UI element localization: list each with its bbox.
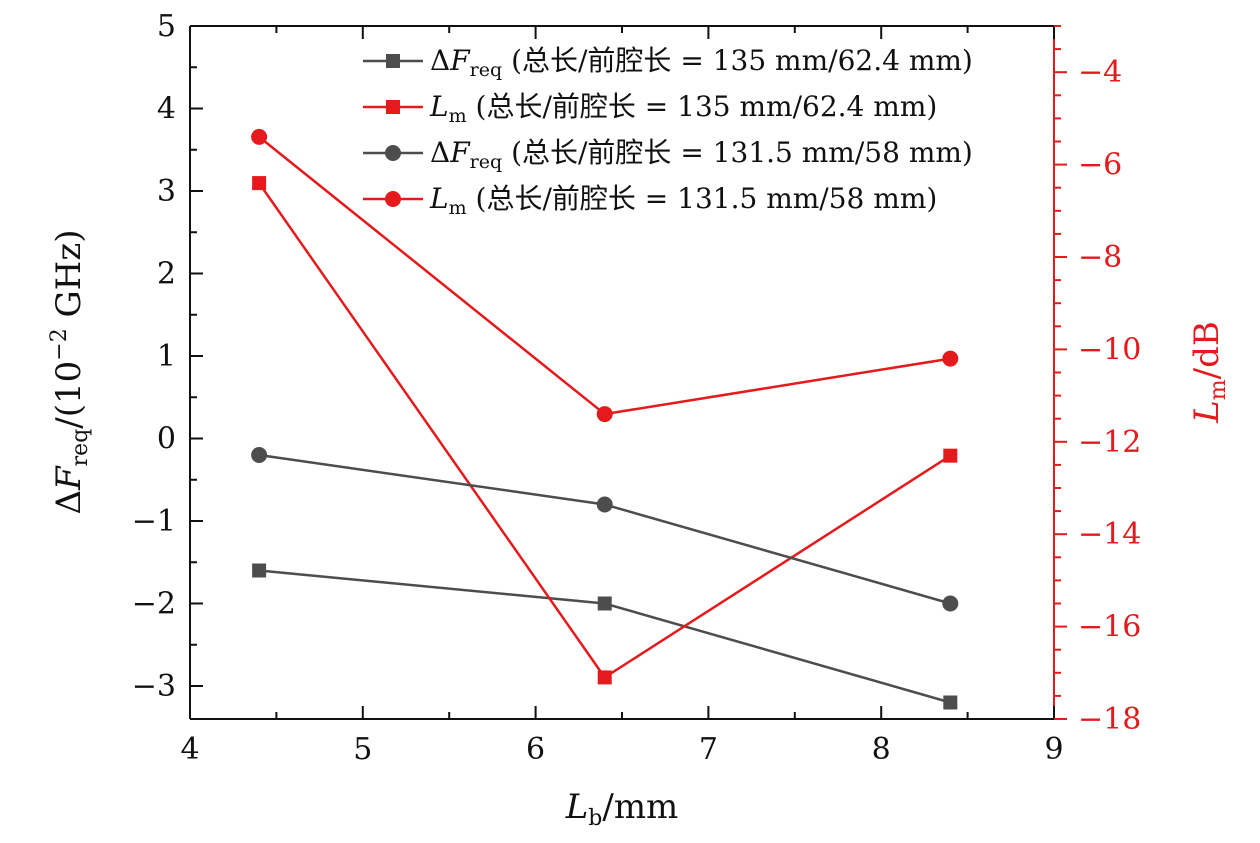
series-4 (251, 128, 959, 423)
legend: ΔFreq (总长/前腔长 = 135 mm/62.4 mm) Lm (总长/前腔… (363, 44, 973, 219)
legend-label: ΔFreq (总长/前腔长 = 131.5 mm/58 mm) (430, 136, 973, 173)
series-1 (252, 563, 958, 710)
data-point (596, 496, 613, 513)
legend-entry: ΔFreq (总长/前腔长 = 131.5 mm/58 mm) (363, 136, 973, 173)
y-right-tick-label: −18 (1078, 702, 1141, 737)
series-3 (251, 447, 959, 612)
y-right-tick-label: −8 (1078, 240, 1122, 275)
series-line (258, 135, 951, 416)
y-left-tick-label: 0 (157, 422, 176, 457)
legend-marker (386, 54, 400, 68)
data-point (251, 447, 268, 463)
legend-entry: Lm (总长/前腔长 = 131.5 mm/58 mm) (363, 182, 937, 219)
data-point (597, 670, 612, 685)
x-axis-title: Lb/mm (565, 787, 679, 831)
data-point (943, 448, 958, 463)
x-tick-label: 4 (180, 732, 199, 767)
x-tick-label: 8 (872, 732, 891, 767)
y-right-tick-label: −4 (1078, 55, 1122, 90)
plot-area (251, 128, 959, 710)
y-left-axis-title: ΔFreq/(10−2 GHz) (47, 230, 93, 515)
legend-entry: Lm (总长/前腔长 = 135 mm/62.4 mm) (363, 90, 937, 127)
data-point (252, 176, 267, 191)
series-2 (252, 176, 958, 685)
y-left-tick-label: −2 (132, 587, 176, 622)
y-right-tick-label: −12 (1078, 425, 1141, 460)
y-right-tick-label: −16 (1078, 610, 1141, 645)
y-left-tick-label: −3 (132, 669, 176, 704)
legend-marker (385, 191, 401, 207)
x-tick-label: 6 (526, 732, 545, 767)
legend-marker (386, 100, 400, 114)
y-right-tick-label: −14 (1078, 517, 1141, 552)
y-left-tick-label: 3 (157, 174, 176, 209)
legend-entry: ΔFreq (总长/前腔长 = 135 mm/62.4 mm) (363, 44, 973, 81)
y-left-tick-label: 4 (157, 92, 176, 127)
y-left-tick-label: 1 (157, 339, 176, 374)
y-right-tick-label: −6 (1078, 148, 1122, 183)
data-point (252, 563, 267, 578)
y-right-axis-title: Lm/dB (1187, 321, 1231, 424)
axes: 4 5 6 7 8 9−3−2−1012345−18−16−14−12−10−8−6−4L… (47, 9, 1231, 831)
legend-label: Lm (总长/前腔长 = 135 mm/62.4 mm) (429, 90, 937, 127)
data-point (943, 695, 958, 710)
data-point (597, 596, 612, 611)
data-point (251, 128, 268, 145)
legend-label: ΔFreq (总长/前腔长 = 135 mm/62.4 mm) (430, 44, 973, 81)
data-point (942, 350, 959, 367)
x-tick-label: 9 (1044, 732, 1063, 767)
y-left-tick-label: 5 (157, 9, 176, 44)
x-tick-label: 7 (699, 732, 718, 767)
y-right-tick-label: −10 (1078, 332, 1141, 367)
y-left-tick-label: 2 (157, 257, 176, 292)
legend-label: Lm (总长/前腔长 = 131.5 mm/58 mm) (429, 182, 937, 219)
y-left-tick-label: −1 (132, 504, 176, 539)
legend-marker (385, 145, 401, 161)
x-tick-label: 5 (353, 732, 372, 767)
data-point (596, 406, 613, 423)
data-point (942, 595, 959, 612)
